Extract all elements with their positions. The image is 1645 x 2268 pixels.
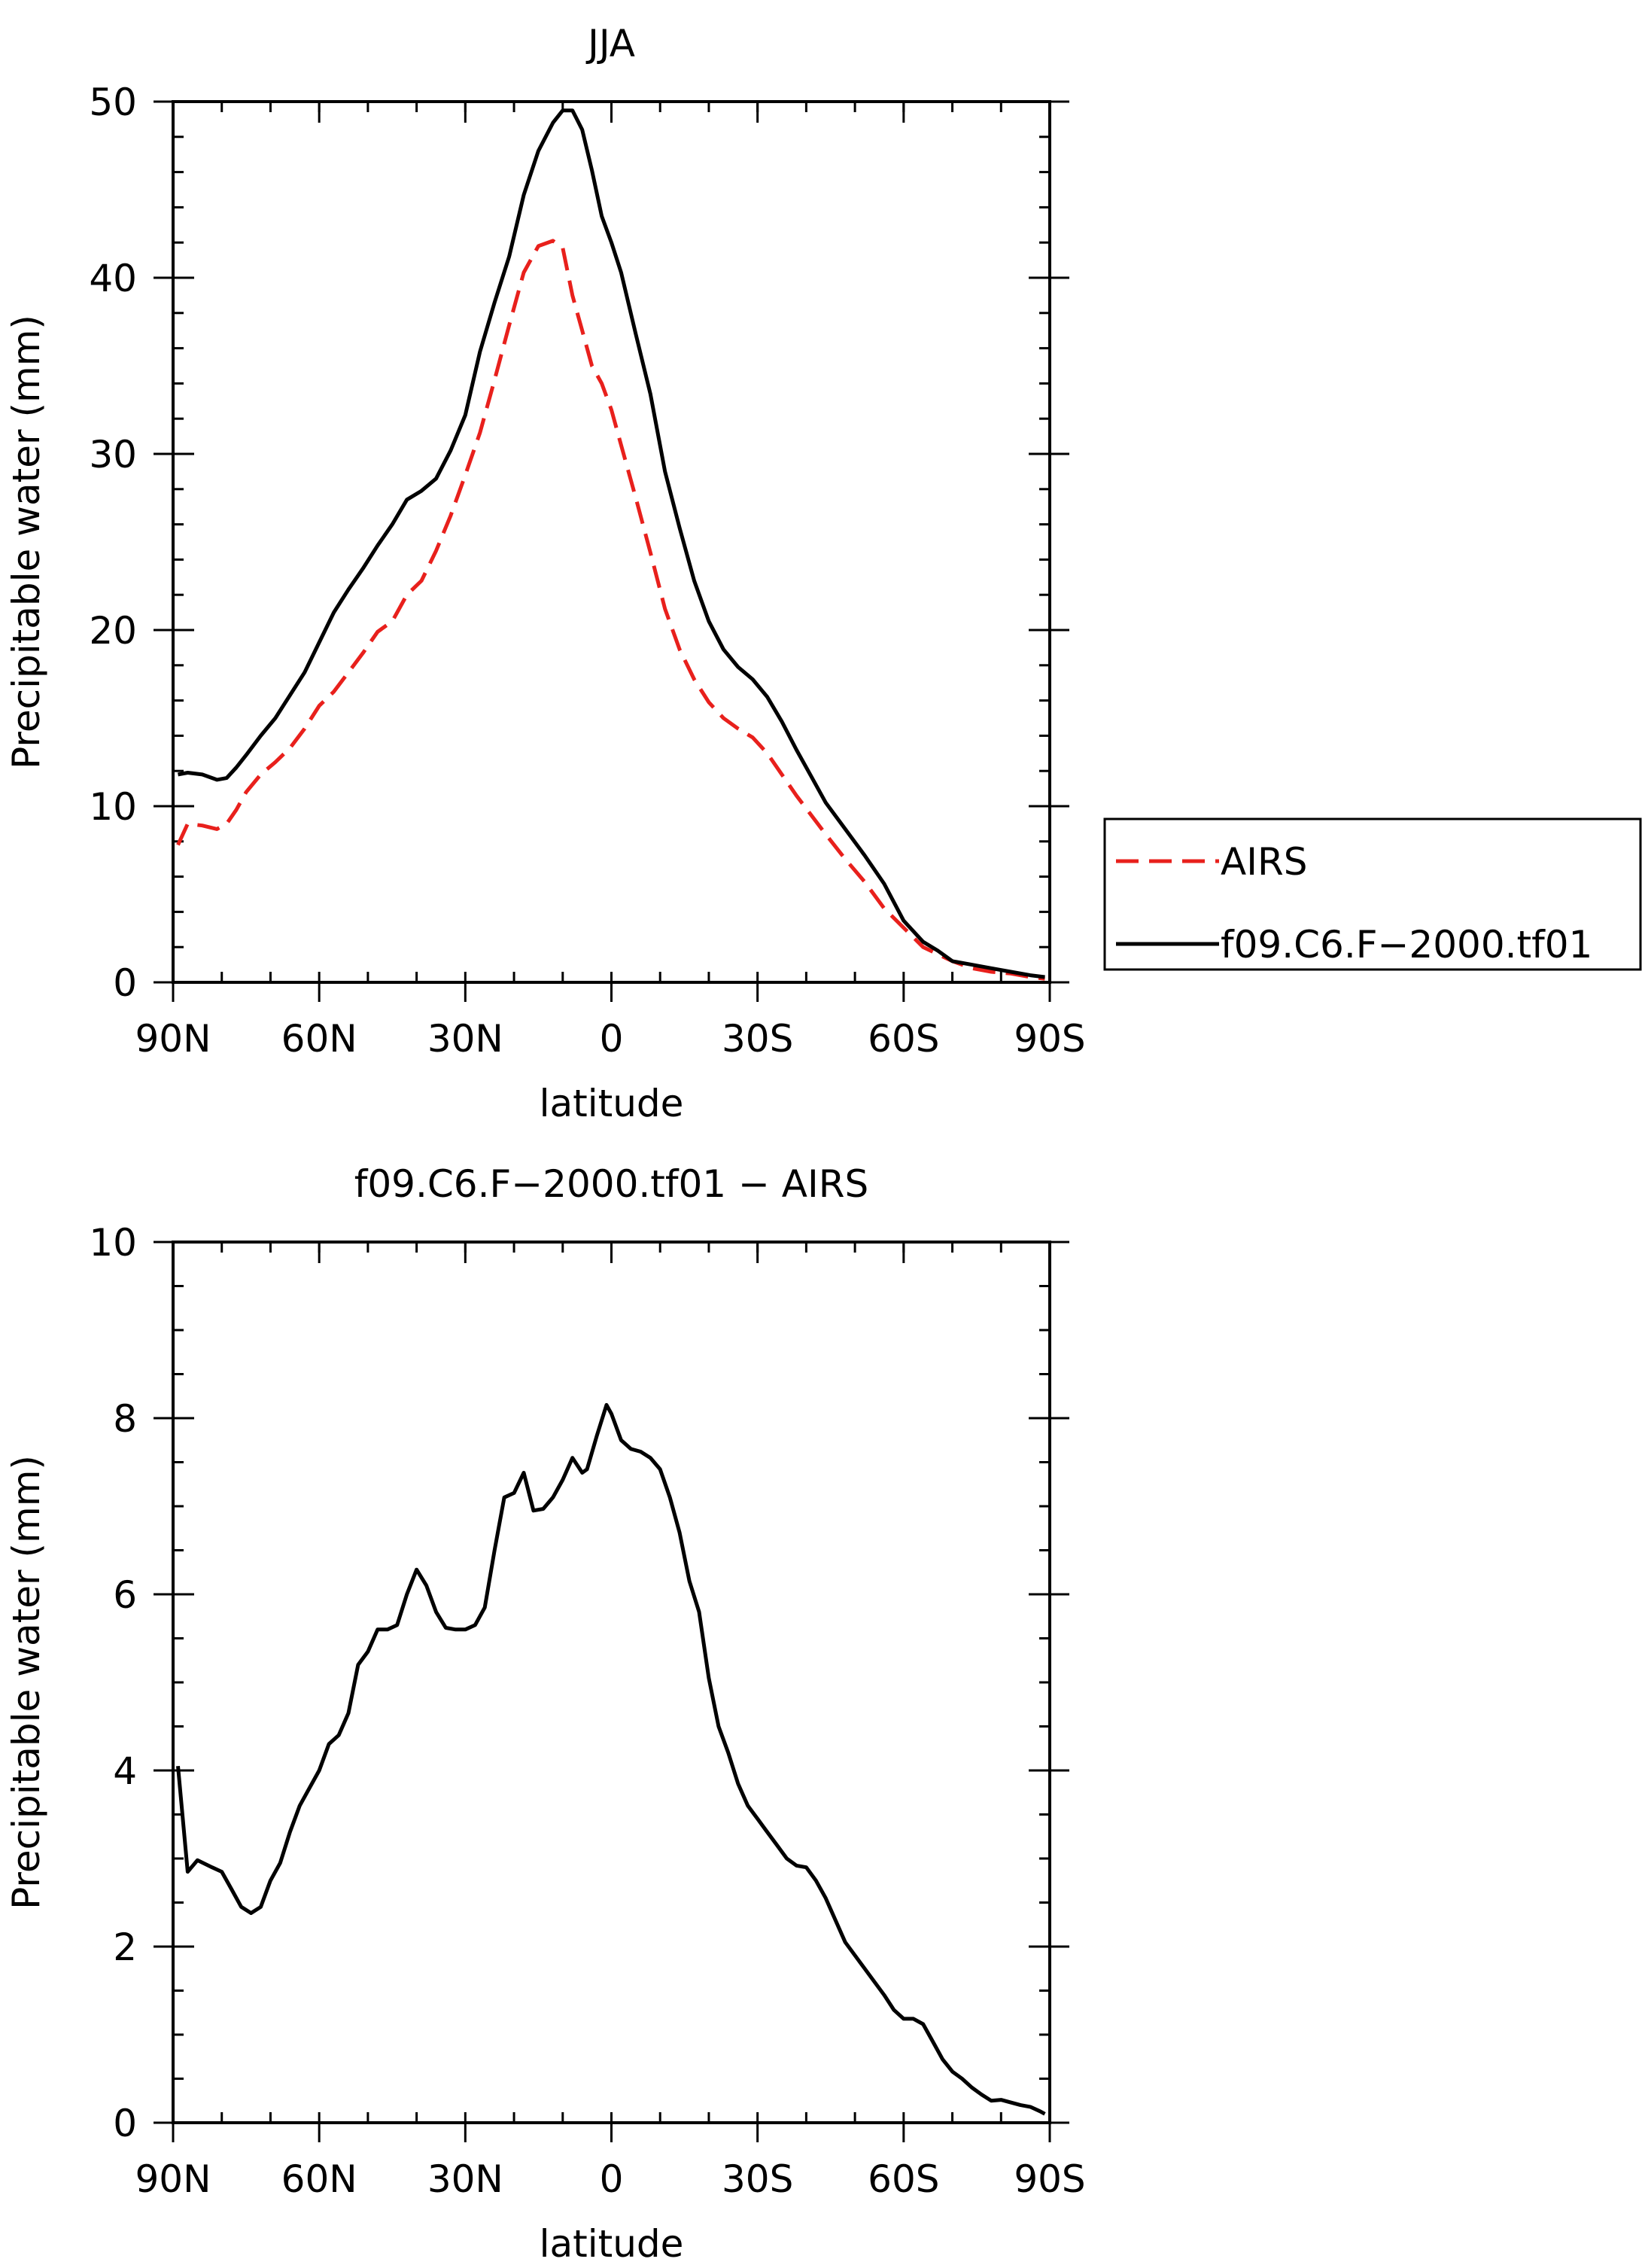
series-line-1-0 (176, 1402, 1046, 2116)
y-tick-label: 6 (113, 1573, 137, 1617)
x-tick-label: 90S (1014, 2157, 1085, 2201)
x-tick-label: 30N (427, 1017, 503, 1061)
y-tick-label: 8 (113, 1397, 137, 1441)
legend-label: AIRS (1221, 840, 1307, 884)
y-tick-label: 20 (89, 609, 137, 653)
y-tick-label: 10 (89, 785, 137, 829)
x-tick-label: 30S (722, 2157, 793, 2201)
y-tick-label: 40 (89, 257, 137, 300)
y-tick-label: 10 (89, 1221, 137, 1265)
y-tick-label: 4 (113, 1749, 137, 1793)
x-tick-label: 60N (281, 2157, 357, 2201)
x-tick-label: 60S (868, 2157, 939, 2201)
chart-panel-jja: JJA 90N 60N 30N 0 30S 60S 90S 0 10 20 30 40 50 latitud… (5, 22, 1642, 1125)
y-axis-label: Precipitable water (mm) (5, 315, 48, 769)
y-tick-label: 2 (113, 1926, 137, 1969)
legend-label: f09.C6.F−2000.tf01 (1221, 923, 1592, 967)
y-axis-label: Precipitable water (mm) (5, 1455, 48, 1910)
chart-title: JJA (585, 22, 635, 65)
y-tick-label: 0 (113, 2102, 137, 2145)
x-axis-label: latitude (540, 2222, 684, 2266)
x-tick-label: 60S (868, 1017, 939, 1061)
chart-title: f09.C6.F−2000.tf01 − AIRS (354, 1162, 868, 1206)
y-tick-label: 0 (113, 961, 137, 1005)
y-tick-label: 30 (89, 433, 137, 476)
x-tick-label: 90N (135, 1017, 211, 1061)
series-line-0-0 (176, 239, 1045, 981)
y-tick-label: 50 (89, 81, 137, 124)
x-tick-label: 0 (600, 1017, 624, 1061)
x-tick-label: 0 (600, 2157, 624, 2201)
x-tick-label: 90S (1014, 1017, 1085, 1061)
x-tick-label: 30N (427, 2157, 503, 2201)
legend: AIRS f09.C6.F−2000.tf01 (1103, 817, 1642, 971)
plot-frame (172, 100, 1051, 984)
x-tick-label: 90N (135, 2157, 211, 2201)
plot-frame (172, 1241, 1051, 2124)
x-axis-label: latitude (540, 1082, 684, 1125)
x-tick-label: 30S (722, 1017, 793, 1061)
series-line-0-1 (178, 108, 1045, 979)
x-tick-label: 60N (281, 1017, 357, 1061)
